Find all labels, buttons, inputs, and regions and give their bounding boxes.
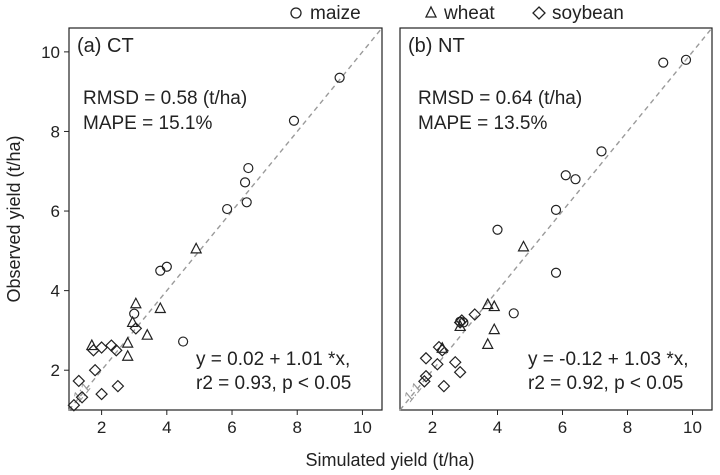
- point-maize-ct: [334, 72, 345, 83]
- point-soybean-nt: [419, 369, 433, 383]
- y-tick-label: 4: [51, 282, 60, 301]
- one-to-one-line: [399, 27, 713, 411]
- point-soybean-ct: [129, 322, 143, 335]
- y-tick-label: 6: [51, 202, 60, 221]
- point-wheat-nt: [481, 297, 494, 310]
- point-wheat-ct: [141, 328, 154, 340]
- point-maize-ct: [243, 162, 254, 174]
- point-soybean-nt: [448, 355, 462, 369]
- point-maize-nt: [492, 224, 503, 235]
- point-maize-ct: [129, 308, 140, 319]
- y-tick-label: 10: [41, 43, 60, 62]
- panel-ct-points: [67, 72, 345, 412]
- point-soybean-nt: [437, 379, 451, 393]
- y-tick-label: 2: [51, 361, 60, 380]
- y-axis-title: Observed yield (t/ha): [4, 135, 24, 302]
- panel-ct-mape: MAPE = 15.1%: [83, 113, 212, 134]
- point-wheat-ct: [121, 336, 134, 348]
- x-axis-title: Simulated yield (t/ha): [305, 450, 474, 470]
- point-soybean-nt: [453, 365, 467, 379]
- legend: maize wheat soybean: [290, 3, 624, 24]
- panel-nt-points: [418, 54, 692, 393]
- x-tick-label: 2: [97, 418, 106, 437]
- x-tick-label: 4: [493, 418, 502, 437]
- point-maize-nt: [680, 54, 692, 65]
- legend-soybean-marker: [532, 6, 546, 20]
- point-wheat-ct: [121, 349, 134, 361]
- x-tick-label: 10: [683, 418, 702, 437]
- x-tick-label: 6: [227, 418, 236, 437]
- legend-wheat-label: wheat: [443, 3, 495, 24]
- panel-nt-stats: r2 = 0.92, p < 0.05: [528, 373, 683, 394]
- one-to-one-line: [68, 27, 383, 411]
- point-soybean-nt: [468, 308, 482, 321]
- point-soybean-ct: [95, 387, 108, 401]
- point-wheat-ct: [154, 301, 167, 314]
- y-tick-label: 8: [51, 122, 60, 141]
- point-soybean-nt: [431, 357, 444, 371]
- point-wheat-ct: [190, 242, 203, 254]
- point-soybean-ct: [111, 379, 125, 393]
- point-maize-ct: [222, 203, 233, 215]
- panel-ct-equation: y = 0.02 + 1.01 *x,: [196, 349, 350, 370]
- point-maize-ct: [288, 115, 300, 126]
- point-wheat-nt: [488, 322, 501, 335]
- point-maize-ct: [155, 265, 166, 276]
- point-soybean-ct: [75, 390, 89, 404]
- point-maize-nt: [550, 204, 562, 215]
- panel-ct: (a) CT RMSD = 0.58 (t/ha) MAPE = 15.1% y…: [41, 27, 383, 437]
- point-maize-nt: [658, 57, 669, 68]
- point-wheat-nt: [481, 337, 494, 349]
- x-tick-label: 4: [162, 418, 171, 437]
- point-soybean-ct: [67, 398, 81, 412]
- point-soybean-nt: [419, 351, 433, 365]
- point-soybean-ct: [95, 341, 108, 354]
- panel-nt-label: (b) NT: [408, 35, 465, 57]
- x-tick-label: 6: [558, 418, 567, 437]
- panel-nt-rmsd: RMSD = 0.64 (t/ha): [418, 88, 582, 109]
- point-maize-nt: [550, 267, 562, 278]
- point-soybean-ct: [72, 374, 86, 388]
- x-tick-label: 8: [623, 418, 632, 437]
- legend-maize-label: maize: [310, 3, 361, 24]
- point-soybean-nt: [435, 343, 449, 357]
- legend-soybean-label: soybean: [552, 3, 624, 24]
- panel-nt-frame: [399, 27, 713, 411]
- point-soybean-ct: [109, 343, 123, 357]
- panel-nt: (b) NT RMSD = 0.64 (t/ha) MAPE = 13.5% y…: [399, 27, 713, 437]
- point-soybean-ct: [88, 363, 102, 377]
- panel-nt-equation: y = -0.12 + 1.03 *x,: [528, 349, 689, 370]
- point-wheat-nt: [488, 299, 501, 312]
- panel-ct-stats: r2 = 0.93, p < 0.05: [196, 373, 351, 394]
- point-soybean-nt: [418, 375, 431, 388]
- point-soybean-nt: [453, 316, 467, 329]
- point-wheat-ct: [85, 338, 98, 351]
- panel-ct-frame: [68, 27, 383, 411]
- x-tick-label: 2: [428, 418, 437, 437]
- point-wheat-nt: [517, 240, 530, 252]
- point-maize-ct: [161, 261, 172, 272]
- legend-wheat-marker: [424, 5, 438, 18]
- point-soybean-ct: [87, 343, 100, 357]
- panel-nt-mape: MAPE = 13.5%: [418, 113, 547, 134]
- x-tick-label: 8: [292, 418, 301, 437]
- point-maize-ct: [239, 177, 251, 188]
- point-maize-nt: [508, 308, 519, 319]
- panel-ct-rmsd: RMSD = 0.58 (t/ha): [83, 88, 247, 109]
- point-maize-ct: [178, 336, 189, 347]
- point-maize-nt: [596, 146, 607, 157]
- x-tick-label: 10: [353, 418, 372, 437]
- panel-ct-label: (a) CT: [77, 35, 134, 57]
- point-maize-nt: [560, 170, 571, 181]
- point-maize-nt: [570, 174, 581, 185]
- legend-maize-marker: [290, 7, 302, 19]
- point-maize-ct: [241, 197, 252, 208]
- point-wheat-ct: [129, 296, 142, 309]
